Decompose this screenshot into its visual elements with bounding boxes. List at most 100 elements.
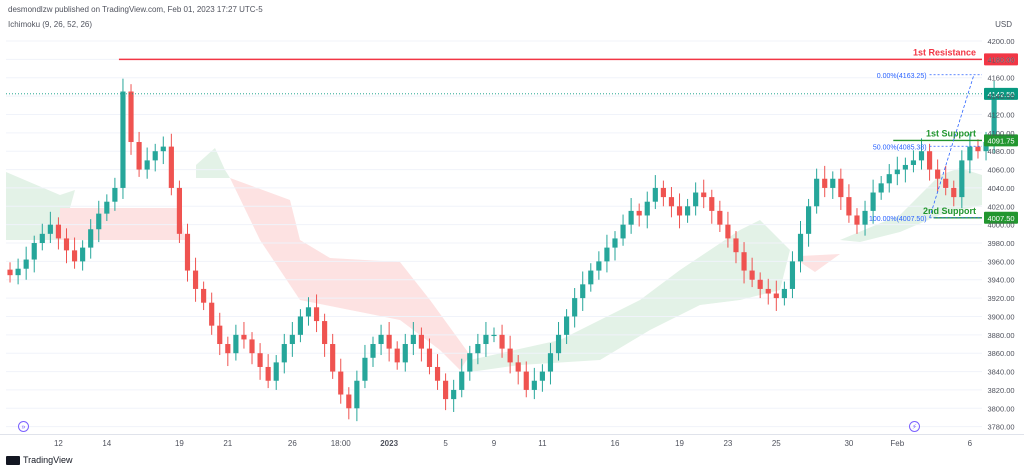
- candle: [717, 200, 723, 232]
- candle-body: [120, 91, 126, 188]
- candle-body: [741, 252, 747, 271]
- candle: [749, 257, 755, 288]
- candle: [96, 200, 102, 243]
- fib-label: 100.00%(4007.50): [869, 216, 927, 223]
- candle-body: [459, 371, 465, 390]
- candle: [862, 200, 868, 236]
- cloud-bull-area: [196, 148, 230, 178]
- candle: [491, 327, 497, 343]
- y-tick-label: 3820.00: [987, 386, 1014, 395]
- candle-body: [88, 229, 94, 248]
- candle: [459, 358, 465, 398]
- candle: [676, 193, 683, 229]
- candle: [168, 133, 174, 196]
- price-tag-bg: [984, 53, 1018, 66]
- candle: [410, 321, 416, 356]
- candle-body: [394, 348, 400, 363]
- candle: [935, 159, 941, 192]
- candle: [531, 367, 537, 400]
- candle-body: [773, 293, 779, 299]
- candle-body: [991, 93, 997, 143]
- candle-body: [136, 142, 142, 170]
- candle-body: [176, 187, 183, 234]
- candle-body: [47, 224, 53, 234]
- x-axis: 12 14 19 21 26 18:00 2023 5 9 11 16 19 23 25 30 Feb 6: [54, 439, 973, 448]
- candle-body: [338, 371, 344, 395]
- x-tick-label: Feb: [890, 439, 904, 448]
- candle: [7, 262, 13, 283]
- candle: [338, 358, 344, 404]
- candle-body: [935, 169, 941, 179]
- candle-body: [96, 213, 102, 230]
- candle-body: [15, 268, 21, 276]
- candle: [797, 220, 804, 273]
- x-tick-label: 5: [443, 439, 448, 448]
- candle: [354, 370, 360, 422]
- fib-label: 50.00%(4085.38): [873, 144, 927, 151]
- candle-body: [539, 371, 545, 381]
- candle-body: [144, 160, 150, 170]
- candle-body: [281, 344, 287, 363]
- candle-body: [967, 146, 973, 161]
- candle: [886, 164, 892, 193]
- candle: [822, 165, 828, 198]
- candle: [539, 364, 545, 392]
- candle-body: [555, 334, 562, 354]
- candle: [55, 217, 62, 250]
- candle-body: [289, 334, 295, 345]
- candle: [330, 333, 336, 379]
- candles: [7, 78, 997, 422]
- candle-body: [434, 366, 441, 381]
- price-tag-bg: [984, 211, 1018, 224]
- goto-start-icon[interactable]: »: [18, 421, 29, 432]
- lightning-icon[interactable]: ⚡: [909, 421, 920, 432]
- cloud-bear-area: [230, 178, 470, 370]
- candle-body: [370, 344, 376, 358]
- candle-body: [168, 146, 174, 188]
- y-tick-label: 4140.00: [987, 92, 1014, 101]
- candle: [685, 198, 691, 223]
- candle-body: [749, 270, 755, 280]
- candle-body: [184, 233, 191, 271]
- candle: [564, 309, 570, 345]
- candle-body: [878, 183, 884, 193]
- candle-body: [685, 206, 691, 216]
- candle-body: [943, 178, 949, 188]
- candle-body: [201, 288, 207, 303]
- candle: [281, 333, 287, 374]
- level-lines: 1st Resistance 4180.00 1st Support 4091.75 2…: [6, 47, 1018, 224]
- candle: [830, 171, 836, 199]
- candle-body: [354, 380, 360, 409]
- candle: [652, 175, 658, 210]
- currency-label: USD: [995, 20, 1012, 29]
- candle-body: [789, 261, 796, 289]
- candle: [15, 258, 21, 285]
- candle: [23, 246, 29, 280]
- publisher-line: desmondlzw published on TradingView.com,…: [8, 5, 263, 14]
- candle: [184, 223, 191, 282]
- y-tick-label: 4040.00: [987, 184, 1014, 193]
- candle: [596, 251, 602, 280]
- candle-body: [733, 238, 739, 253]
- candle: [120, 78, 126, 199]
- candle: [378, 324, 384, 356]
- x-tick-label: 18:00: [331, 439, 352, 448]
- candle: [975, 139, 981, 159]
- candle-body: [886, 174, 892, 184]
- candle-body: [531, 380, 537, 390]
- candle: [926, 143, 933, 181]
- candle-body: [822, 178, 828, 188]
- candle-body: [781, 288, 787, 299]
- candle-body: [918, 151, 925, 161]
- candle-body: [983, 142, 989, 152]
- cloud-bear-area: [800, 254, 840, 272]
- candle: [612, 231, 618, 261]
- candle-body: [830, 178, 836, 188]
- y-tick-label: 3780.00: [987, 423, 1014, 432]
- candle: [814, 168, 820, 214]
- candle-body: [765, 288, 771, 294]
- candle-body: [894, 169, 900, 175]
- candle: [878, 175, 884, 200]
- current-price-tag-bg: [984, 87, 1018, 100]
- x-tick-label: 11: [538, 439, 547, 448]
